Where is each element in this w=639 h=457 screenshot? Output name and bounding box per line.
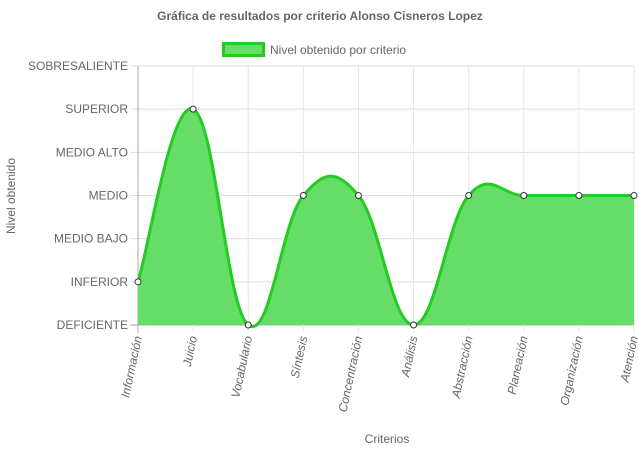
legend[interactable]: Nivel obtenido por criterio	[222, 42, 407, 57]
x-tick-label: Información	[118, 334, 145, 399]
x-axis-ticks: Información Juicio Vocabulario Síntesis Conc…	[118, 334, 639, 413]
y-tick-label: MEDIO ALTO	[56, 145, 128, 159]
x-tick-label: Organización	[557, 334, 585, 406]
chart-title: Gráfica de resultados por criterio Alons…	[157, 9, 483, 23]
data-point[interactable]	[520, 192, 528, 199]
y-tick-label: MEDIO BAJO	[54, 232, 128, 246]
x-tick-label: Síntesis	[288, 335, 311, 380]
data-point[interactable]	[299, 192, 307, 199]
data-point[interactable]	[575, 192, 583, 199]
y-tick-label: SOBRESALIENTE	[28, 59, 128, 73]
y-axis-title: Nivel obtenido	[4, 158, 18, 234]
series-area	[138, 108, 634, 327]
legend-label: Nivel obtenido por criterio	[270, 43, 406, 57]
y-tick-label: SUPERIOR	[65, 102, 128, 116]
y-axis-ticks: DEFICIENTE INFERIOR MEDIO BAJO MEDIO MEDIO A…	[28, 59, 128, 332]
y-tick-label: DEFICIENTE	[57, 318, 128, 332]
x-tick-label: Juicio	[180, 334, 200, 368]
y-tick-label: MEDIO	[89, 189, 128, 203]
x-tick-label: Planeación	[505, 334, 531, 395]
x-tick-label: Vocabulario	[228, 334, 255, 399]
data-point[interactable]	[630, 192, 638, 199]
data-point[interactable]	[354, 192, 362, 199]
x-tick-label: Concentración	[336, 334, 366, 413]
data-points	[134, 105, 638, 329]
data-point[interactable]	[465, 192, 473, 199]
x-tick-label: Abstracción	[449, 334, 476, 400]
data-point[interactable]	[189, 105, 197, 113]
x-axis-title: Criterios	[365, 432, 410, 446]
data-point[interactable]	[244, 321, 252, 329]
data-point[interactable]	[134, 278, 142, 286]
legend-swatch	[222, 42, 265, 57]
x-tick-label: Atención	[617, 334, 639, 384]
data-point[interactable]	[410, 321, 418, 329]
x-tick-label: Análisis	[398, 335, 421, 379]
y-tick-label: INFERIOR	[71, 275, 129, 289]
